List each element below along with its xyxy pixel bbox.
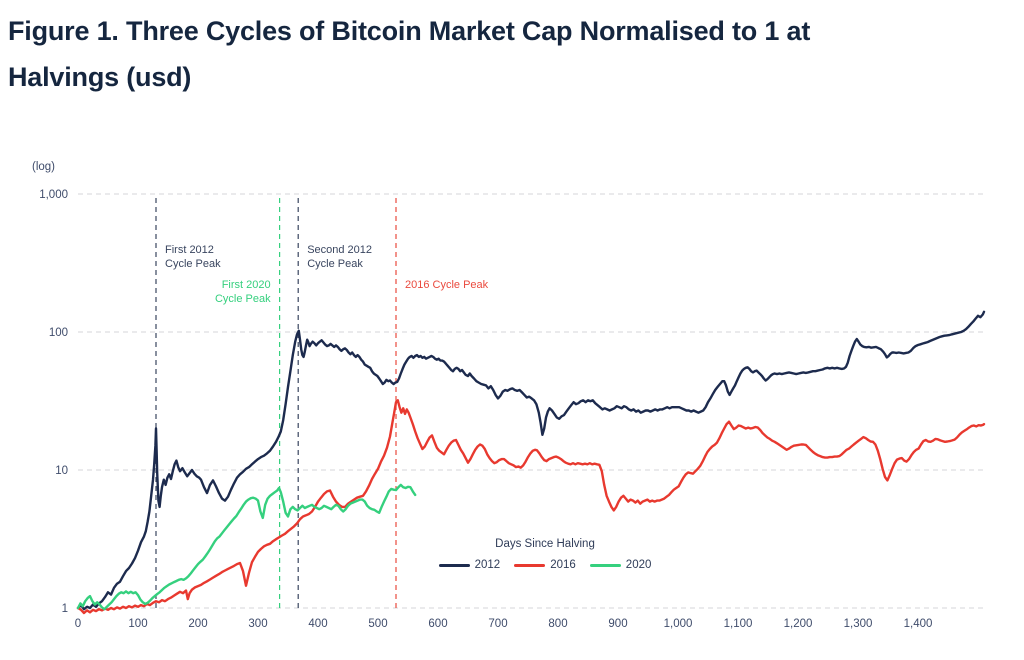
figure-title-line2: Halvings (usd) [8,62,192,92]
legend-label-2020: 2020 [625,559,652,571]
x-tick-label: 500 [368,618,387,630]
legend-swatch-2012 [438,563,470,567]
y-tick-label: 100 [49,327,68,339]
x-tick-label: 400 [308,618,327,630]
x-tick-label: 0 [75,618,81,630]
y-tick-label: 1 [62,603,68,615]
chart-legend: Days Since Halving 2012 2016 2020 [425,538,665,571]
annotation-label: First 2012 Cycle Peak [165,244,221,270]
x-tick-label: 1,400 [904,618,933,630]
x-tick-label: 700 [488,618,507,630]
annotation-label: First 2020 Cycle Peak [214,279,271,305]
figure-title-line1: Figure 1. Three Cycles of Bitcoin Market… [8,16,811,46]
x-tick-label: 1,300 [844,618,873,630]
figure-title: Figure 1. Three Cycles of Bitcoin Market… [8,8,810,100]
series-line-2020 [76,483,417,611]
annotation-label: 2016 Cycle Peak [405,279,489,291]
series-line-2016 [76,399,986,615]
x-tick-label: 1,100 [724,618,753,630]
x-tick-label: 600 [428,618,447,630]
x-tick-label: 800 [548,618,567,630]
x-tick-label: 1,000 [664,618,693,630]
y-tick-label: 10 [55,465,68,477]
annotation-label: Second 2012 Cycle Peak [307,244,373,270]
x-tick-label: 900 [608,618,627,630]
legend-item-2020: 2020 [589,559,652,571]
x-tick-label: 200 [188,618,207,630]
legend-swatch-2016 [514,563,546,567]
x-tick-label: 100 [128,618,147,630]
legend-label-2012: 2012 [474,559,501,571]
x-tick-label: 300 [248,618,267,630]
series-line-2012 [76,310,986,611]
legend-swatch-2020 [589,563,621,567]
y-tick-label: 1,000 [39,189,68,201]
legend-item-2012: 2012 [438,559,501,571]
y-axis-unit-label: (log) [32,161,55,173]
legend-item-2016: 2016 [514,559,576,571]
x-tick-label: 1,200 [784,618,813,630]
legend-items: 2012 2016 2020 [425,559,665,571]
legend-title: Days Since Halving [495,538,595,550]
legend-label-2016: 2016 [550,559,576,571]
